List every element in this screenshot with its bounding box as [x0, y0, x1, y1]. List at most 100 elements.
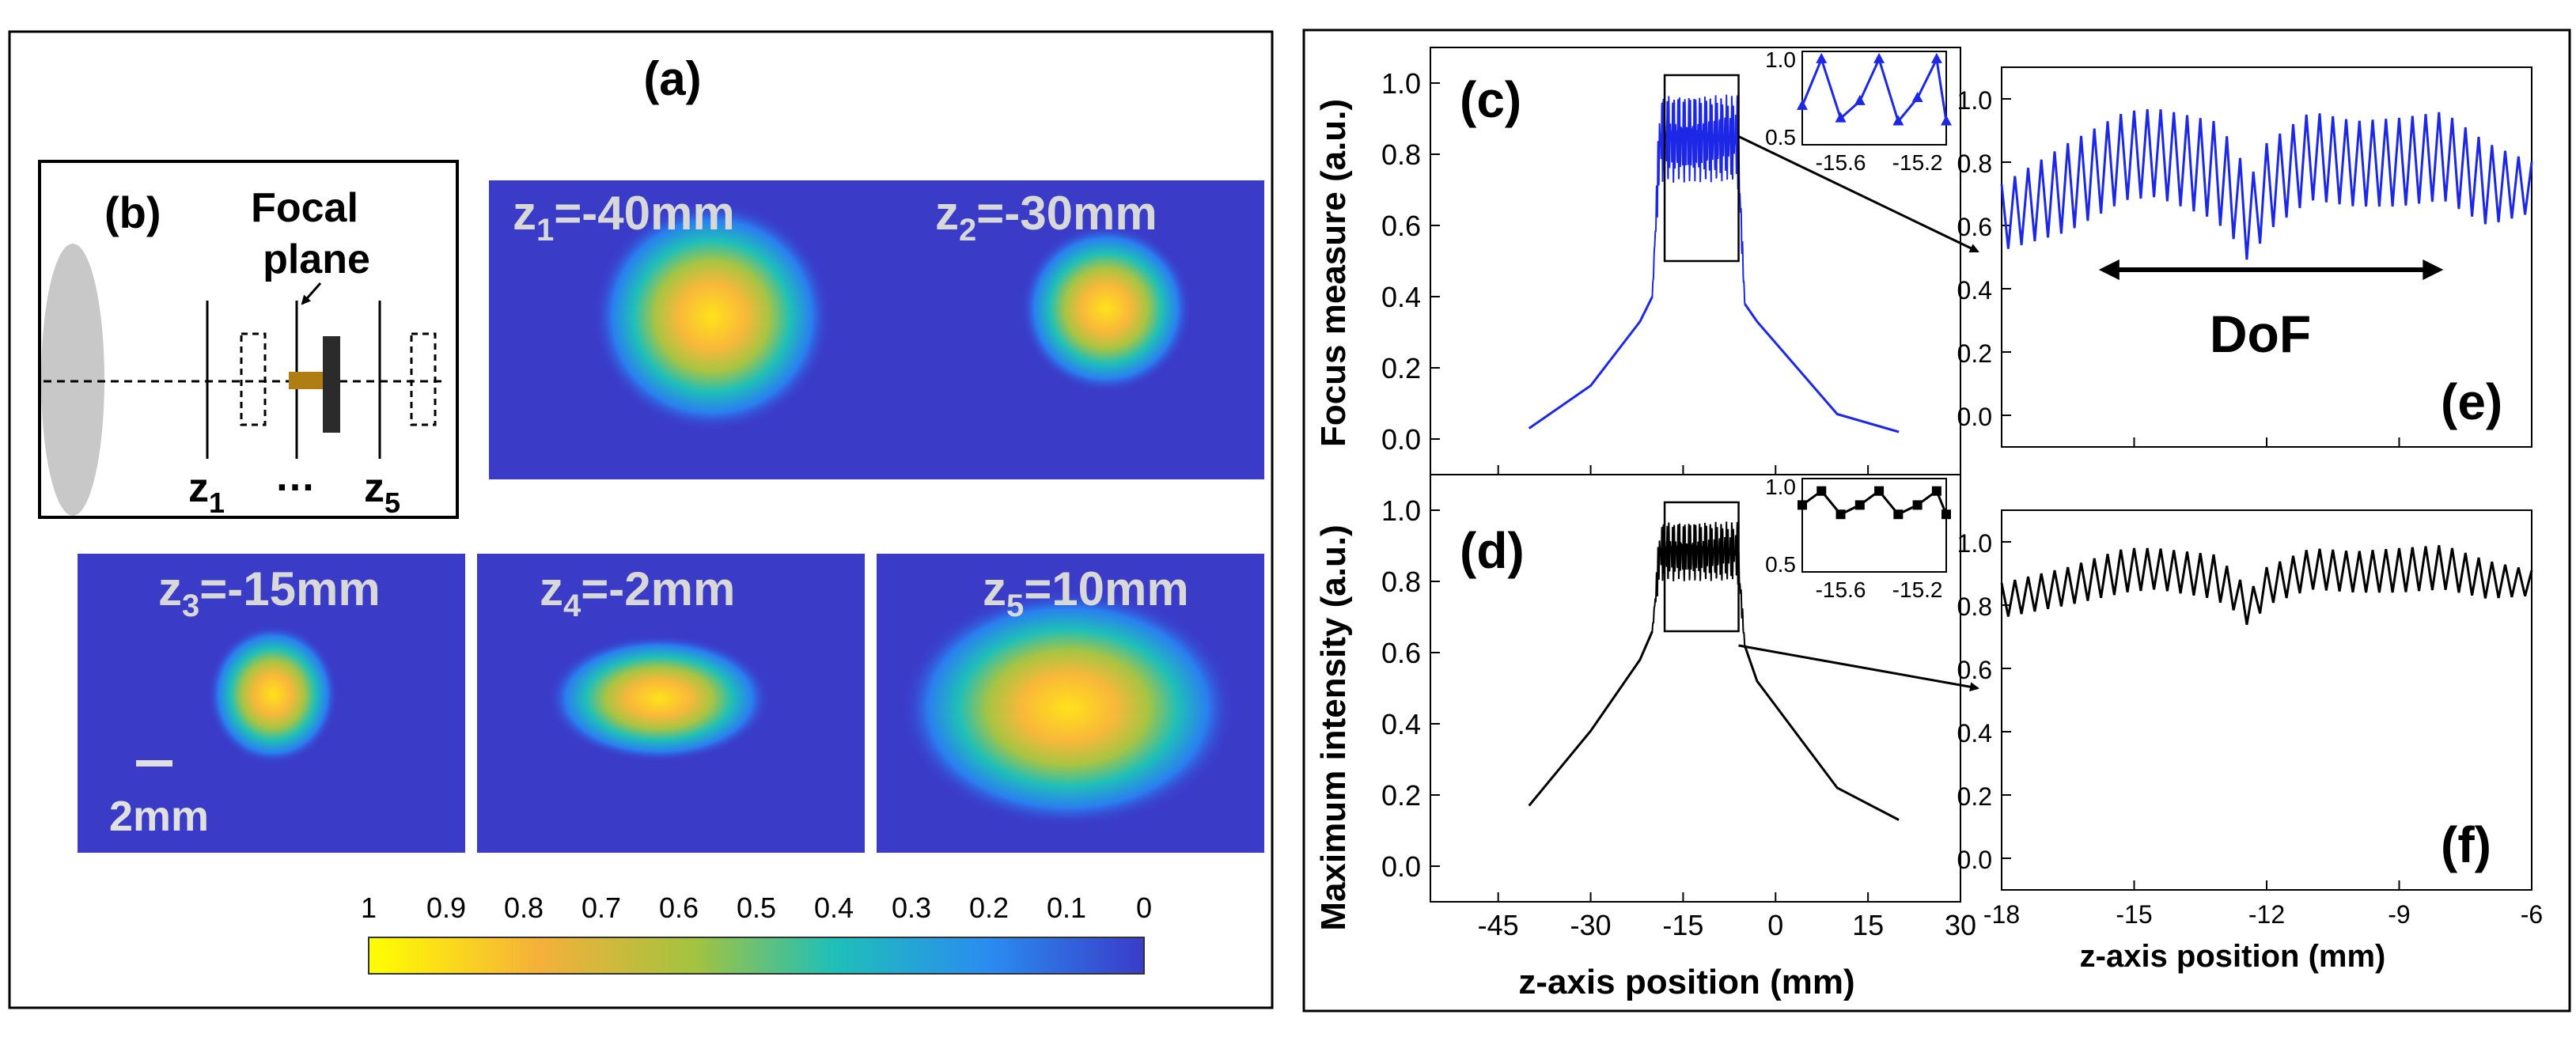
beam-image-label: z2=-30mm: [935, 187, 1157, 248]
inset-point: [1941, 115, 1952, 126]
inset-point: [1874, 486, 1885, 496]
inset-point: [1911, 92, 1923, 102]
x-tick-label: 30: [1945, 909, 1976, 941]
series-line: [2000, 108, 2533, 260]
colorbar-tick-label: 0: [1136, 891, 1152, 924]
inset-point: [1941, 509, 1951, 520]
chart-c: 0.0 0.2 0.4 0.6 0.8 1.0: [1381, 47, 1961, 475]
inset-point: [1797, 99, 1808, 110]
beam-image-z2: z2=-30mm: [877, 180, 1264, 479]
plane-dashed-2: [410, 332, 437, 426]
inset-x-tick-label: -15.2: [1892, 150, 1943, 175]
zoom-arrow-d: [1738, 644, 1979, 692]
series-line-dense: [1651, 521, 1746, 646]
x-tick-label: 15: [1852, 909, 1884, 941]
y-tick-label: 1.0: [1381, 494, 1421, 527]
colorbar-tick-labels: 1 0.9 0.8 0.7 0.6 0.5 0.4 0.3 0.2 0.1 0: [361, 891, 1152, 924]
colorbar-tick-label: 0.8: [504, 891, 544, 924]
series-line: [2000, 545, 2533, 625]
inset-point: [1854, 94, 1866, 105]
panel-d-label: (d): [1460, 522, 1525, 579]
y-tick-label: 0.4: [1957, 276, 1992, 305]
beam-image-label: z1=-40mm: [513, 187, 735, 248]
detector-block: [323, 336, 340, 433]
y-tick-label: 1.0: [1957, 529, 1992, 558]
chart-f: 0.0 0.2 0.4 0.6 0.8 1.0 -18 -15 -12 -9 -6: [1957, 509, 2543, 929]
y-tick-label: 0.2: [1381, 779, 1421, 812]
inset-y-tick-label: 1.0: [1765, 47, 1796, 72]
y-tick-label: 0.2: [1957, 339, 1992, 368]
x-tick-label: -12: [2248, 900, 2285, 929]
colorbar-tick-label: 0.2: [969, 891, 1009, 924]
chart-d: 0.0 0.2 0.4 0.6 0.8 1.0 -45 -30 -15 0 15 30: [1381, 474, 1976, 941]
y-axis-title-bottom: Maximum intensity (a.u.): [1314, 524, 1353, 930]
panel-f-label: (f): [2441, 816, 2491, 873]
chart-e: 0.0 0.2 0.4 0.6 0.8 1.0: [1957, 66, 2533, 448]
inset-point: [1893, 509, 1904, 520]
zoom-box: [1663, 74, 1740, 263]
series-line-right: [1743, 645, 1900, 821]
beam-spot: [1021, 225, 1191, 392]
inset-point: [1930, 52, 1942, 63]
inset-point: [1931, 486, 1941, 496]
y-tick-label: 0.6: [1381, 637, 1421, 669]
y-tick-label: 0.4: [1381, 281, 1421, 313]
y-tick-label: 1.0: [1381, 67, 1421, 100]
beam-spot: [548, 635, 770, 762]
series-line-dense: [1651, 94, 1746, 305]
series-line-left: [1528, 296, 1654, 430]
inset-y-tick-label: 1.0: [1765, 475, 1796, 499]
inset-point: [1892, 115, 1904, 126]
panel-b-schematic: (b) Focal plane z1 … z5: [38, 160, 459, 519]
inset-point: [1912, 500, 1923, 510]
x-tick-label: -30: [1570, 909, 1612, 941]
focal-plane-line2: plane: [263, 237, 370, 282]
colorbar-tick-label: 0.5: [737, 891, 776, 924]
plot-frame: [1430, 474, 1961, 903]
beam-image-z4: z4=-2mm: [477, 554, 865, 853]
z1-label: z1: [188, 465, 225, 519]
beam-image-z5: z5=10mm: [877, 554, 1264, 853]
beam-image-label: z3=-15mm: [158, 562, 381, 623]
colorbar-tick-label: 0.3: [892, 891, 931, 924]
z5-label: z5: [364, 465, 400, 519]
colorbar-tick-label: 0.6: [659, 891, 699, 924]
x-tick-label: -45: [1478, 909, 1519, 941]
inset-point: [1816, 52, 1828, 63]
focal-plane-line1: Focal: [251, 185, 358, 231]
inset-point: [1816, 486, 1827, 496]
x-tick-label: -18: [1983, 900, 2020, 929]
colorbar-gradient: [368, 937, 1145, 975]
y-tick-label: 0.0: [1957, 403, 1992, 431]
panel-a-label: (a): [643, 52, 701, 105]
ellipsis-label: …: [275, 454, 316, 500]
y-tick-label: 0.8: [1381, 566, 1421, 598]
panel-b-frame: [38, 160, 459, 519]
colorbar-tick-label: 0.4: [814, 891, 854, 924]
beam-spot: [902, 589, 1234, 827]
y-tick-label: 0.6: [1381, 210, 1421, 242]
x-tick-label: -15: [1662, 909, 1703, 941]
sample-bar: [289, 372, 324, 389]
y-tick-label: 0.0: [1381, 850, 1421, 883]
x-axis-title-left: z-axis position (mm): [1518, 963, 1854, 1001]
colorbar-tick-label: 1: [361, 891, 377, 924]
inset-c: 0.5 1.0 -15.6 -15.2: [1765, 47, 1952, 175]
dof-annotation: DoF: [2210, 305, 2311, 363]
y-tick-label: 0.8: [1957, 592, 1992, 621]
x-tick-label: -15: [2116, 900, 2152, 929]
focal-pointer-arrow: [301, 282, 322, 305]
series-line-right: [1744, 303, 1900, 433]
inset-x-tick-label: -15.6: [1816, 150, 1866, 175]
inset-point: [1798, 500, 1807, 510]
y-tick-label: 1.0: [1957, 86, 1992, 115]
panel-e-label: (e): [2441, 373, 2502, 430]
inset-x-tick-label: -15.2: [1892, 577, 1943, 602]
inset-point: [1835, 112, 1847, 123]
x-tick-label: -6: [2521, 900, 2543, 929]
dof-arrow-left-head: [2098, 259, 2120, 280]
zoom-arrow-c: [1737, 135, 1979, 253]
colorbar: 1 0.9 0.8 0.7 0.6 0.5 0.4 0.3 0.2 0.1 0: [361, 891, 1152, 975]
inset-d: 0.5 1.0 -15.6 -15.2: [1765, 475, 1951, 602]
